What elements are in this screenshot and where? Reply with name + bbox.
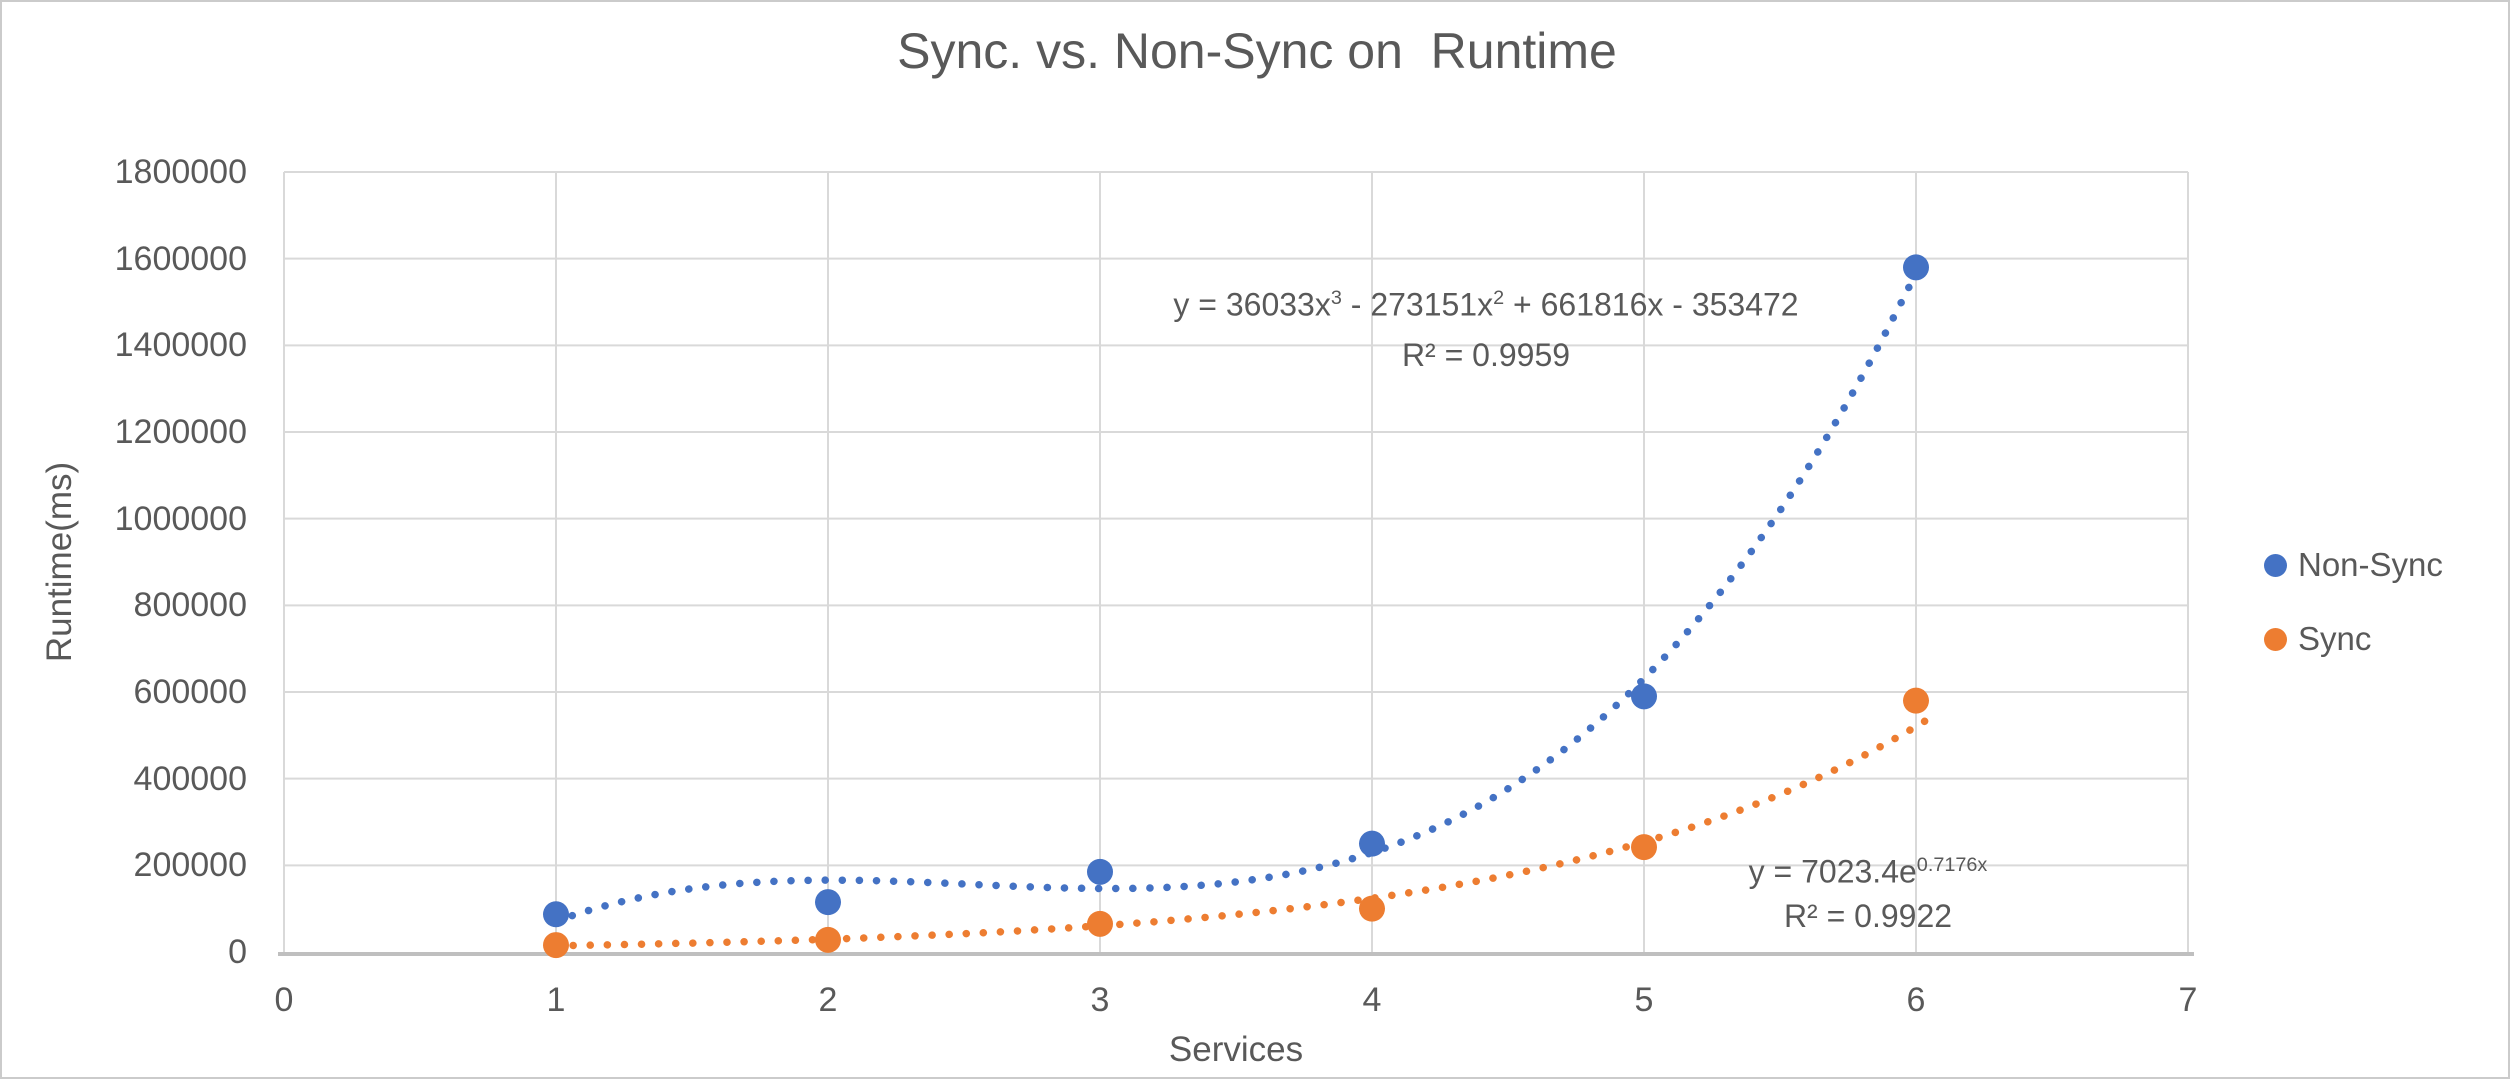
legend-label: Sync (2298, 620, 2372, 657)
legend-label: Non-Sync (2298, 546, 2443, 583)
r-squared-text: R² = 0.9959 (1401, 336, 1571, 373)
x-tick-label: 7 (2178, 981, 2198, 1019)
y-tick-label: 1000000 (114, 499, 247, 538)
y-tick-label: 200000 (133, 846, 247, 885)
x-tick-label: 3 (1090, 981, 1110, 1019)
x-tick-label: 2 (818, 981, 838, 1019)
r-squared-text: R² = 0.9922 (1783, 897, 1953, 934)
x-tick-label: 0 (274, 981, 294, 1019)
legend-item-non-sync: Non-Sync (2264, 546, 2443, 584)
equation-text: y = 36033x3 - 273151x2 + 661816x - 35347… (1173, 286, 1799, 323)
y-tick-label: 1600000 (114, 239, 247, 278)
x-tick-label: 6 (1906, 981, 1926, 1019)
equation-text: y = 7023.4e0.7176x (1748, 853, 1988, 890)
x-tick-label: 4 (1362, 981, 1382, 1019)
y-tick-label: 1400000 (114, 326, 247, 365)
y-tick-label: 800000 (133, 586, 247, 625)
y-tick-label: 600000 (133, 673, 247, 711)
non-sync-marker-icon (2264, 553, 2287, 577)
sync-marker-icon (2264, 627, 2287, 651)
x-axis-title: Services (1168, 1030, 1304, 1069)
sync-trendline-equation: y = 7023.4e0.7176x R² = 0.9922 (1749, 843, 1988, 938)
y-tick-label: 1800000 (114, 153, 247, 191)
y-tick-label: 0 (228, 933, 247, 971)
x-tick-label: 5 (1634, 981, 1654, 1019)
y-tick-label: 400000 (133, 759, 247, 798)
y-axis-title: Runtime(ms) (40, 461, 79, 663)
y-tick-label: 1200000 (114, 413, 247, 451)
x-tick-label: 1 (546, 981, 566, 1019)
chart-title: Sync. vs. Non-Sync on Runtime (897, 23, 1617, 79)
legend-item-sync: Sync (2264, 620, 2371, 658)
nonsync-trendline-equation: y = 36033x3 - 273151x2 + 661816x - 35347… (1173, 273, 1798, 380)
